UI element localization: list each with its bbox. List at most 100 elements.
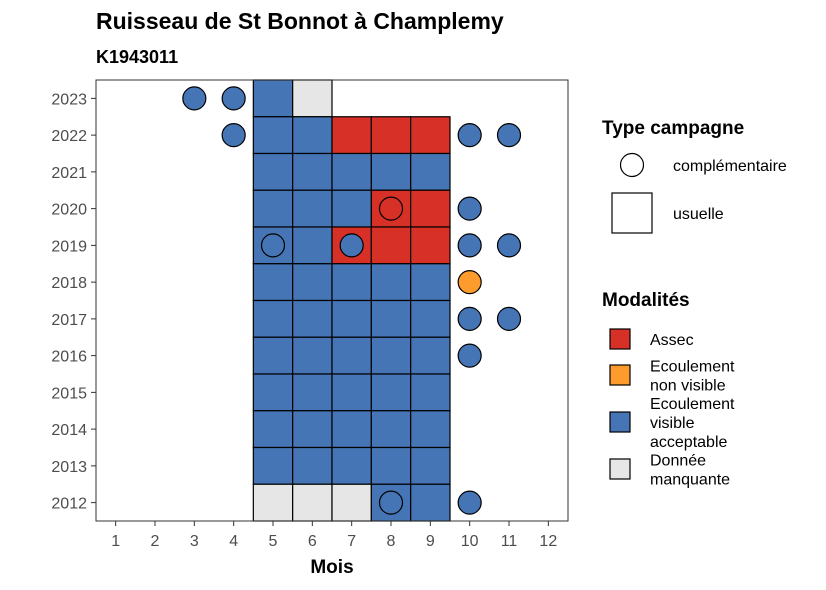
x-tick-label-3: 3 xyxy=(190,533,199,550)
chart-subtitle: K1943011 xyxy=(96,47,178,67)
tile-2012-7 xyxy=(331,483,372,522)
tile-2016-9 xyxy=(410,336,451,375)
y-tick-label-2019: 2019 xyxy=(51,238,87,255)
tile-2015-9 xyxy=(410,373,451,412)
legend: Type campagne Modalités complémentaire us… xyxy=(602,118,787,489)
tile-2020-6 xyxy=(292,189,333,228)
y-tick-label-2021: 2021 xyxy=(51,165,87,182)
tile-2014-7 xyxy=(331,410,372,449)
tile-2012-5 xyxy=(252,483,294,522)
point-2022-11 xyxy=(496,123,522,148)
y-tick-label-2018: 2018 xyxy=(51,275,87,292)
tile-2020-7 xyxy=(331,189,372,228)
x-tick-label-4: 4 xyxy=(229,533,238,550)
tile-2012-6 xyxy=(292,483,333,522)
point-2023-4 xyxy=(221,86,246,111)
x-tick-label-9: 9 xyxy=(426,533,435,550)
tile-2020-5 xyxy=(252,189,294,228)
axes: 1 2 3 4 5 6 7 8 9 10 11 122012201320142015201620172… xyxy=(51,91,557,550)
tile-2022-8 xyxy=(370,116,412,155)
plot-area xyxy=(182,79,522,522)
tile-2019-8 xyxy=(370,226,412,265)
tile-2016-6 xyxy=(292,336,333,375)
x-tick-label-5: 5 xyxy=(269,533,278,550)
x-tick-label-11: 11 xyxy=(501,533,518,550)
legend-color-label-assec: Assec xyxy=(650,332,694,349)
tile-2014-5 xyxy=(252,410,294,449)
tile-2021-5 xyxy=(252,152,294,191)
legend-label-complementaire: complémentaire xyxy=(673,158,787,175)
legend-color-label-acceptable: Ecoulement visible acceptable xyxy=(650,396,735,451)
y-tick-label-2014: 2014 xyxy=(51,422,87,439)
point-2022-4 xyxy=(221,123,246,148)
tile-2022-9 xyxy=(410,116,451,155)
chart-title: Ruisseau de St Bonnot à Champlemy xyxy=(96,8,504,34)
legend-swatch-acceptable xyxy=(609,411,631,433)
tile-2023-5 xyxy=(252,79,294,118)
legend-color-label-manquante: Donnée manquante xyxy=(650,453,730,489)
point-2020-8 xyxy=(378,196,404,221)
tile-2017-6 xyxy=(292,299,333,338)
x-tick-label-2: 2 xyxy=(151,533,160,550)
tile-2020-9 xyxy=(410,189,451,228)
tile-2014-9 xyxy=(410,410,451,449)
tile-2018-7 xyxy=(331,263,372,302)
legend-swatch-manquante xyxy=(609,458,631,480)
tile-2014-8 xyxy=(370,410,412,449)
tile-2017-9 xyxy=(410,299,451,338)
tile-2021-7 xyxy=(331,152,372,191)
tile-2017-5 xyxy=(252,299,294,338)
tile-2013-8 xyxy=(370,446,412,485)
x-tick-label-12: 12 xyxy=(539,533,557,550)
tile-2013-7 xyxy=(331,446,372,485)
legend-key-complementaire xyxy=(619,152,645,178)
point-2019-11 xyxy=(496,233,522,258)
tile-2015-7 xyxy=(331,373,372,412)
tile-2017-8 xyxy=(370,299,412,338)
tile-2022-6 xyxy=(292,116,333,155)
legend-shape-title: Type campagne xyxy=(602,118,744,139)
tile-2019-6 xyxy=(292,226,333,265)
point-2019-10 xyxy=(457,233,482,258)
y-tick-label-2023: 2023 xyxy=(51,91,87,108)
point-2023-3 xyxy=(182,86,207,111)
y-tick-label-2012: 2012 xyxy=(51,496,87,513)
tile-2021-9 xyxy=(410,152,451,191)
tile-2014-6 xyxy=(292,410,333,449)
x-tick-label-1: 1 xyxy=(111,533,120,550)
point-2020-10 xyxy=(457,196,482,221)
tile-2012-9 xyxy=(410,483,451,522)
point-2022-10 xyxy=(457,123,482,148)
tile-2015-5 xyxy=(252,373,294,412)
point-2019-5 xyxy=(260,233,286,258)
tile-2013-5 xyxy=(252,446,294,485)
plot-border xyxy=(95,79,569,522)
tile-2019-9 xyxy=(410,226,451,265)
tile-2016-7 xyxy=(331,336,372,375)
tile-2018-8 xyxy=(370,263,412,302)
y-tick-label-2013: 2013 xyxy=(51,459,87,476)
x-tick-label-6: 6 xyxy=(308,533,317,550)
tile-2018-6 xyxy=(292,263,333,302)
x-tick-label-7: 7 xyxy=(347,533,356,550)
tile-2013-9 xyxy=(410,446,451,485)
point-2016-10 xyxy=(457,343,482,368)
x-tick-label-10: 10 xyxy=(461,533,479,550)
y-tick-label-2015: 2015 xyxy=(51,385,87,402)
legend-color-title: Modalités xyxy=(602,290,690,311)
y-tick-label-2022: 2022 xyxy=(51,128,87,145)
x-tick-label-8: 8 xyxy=(387,533,396,550)
tile-2016-5 xyxy=(252,336,294,375)
legend-label-usuelle: usuelle xyxy=(673,206,724,223)
tile-2022-5 xyxy=(252,116,294,155)
point-2012-10 xyxy=(457,490,482,515)
legend-swatch-nonvisible xyxy=(609,364,631,386)
tile-2023-6 xyxy=(292,79,333,118)
tile-2018-9 xyxy=(410,263,451,302)
tile-2018-5 xyxy=(252,263,294,302)
y-tick-label-2017: 2017 xyxy=(51,312,87,329)
point-2019-7 xyxy=(339,233,364,258)
tile-2015-8 xyxy=(370,373,412,412)
legend-color-label-nonvisible: Ecoulement non visible xyxy=(650,359,735,395)
